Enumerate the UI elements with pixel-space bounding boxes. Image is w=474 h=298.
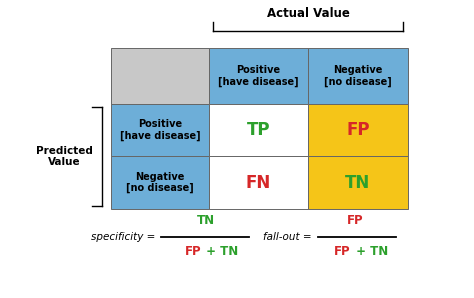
Text: Negative
[no disease]: Negative [no disease] xyxy=(126,172,194,193)
Text: fall-out =: fall-out = xyxy=(264,232,315,242)
Bar xyxy=(209,104,308,156)
Text: Predicted
Value: Predicted Value xyxy=(36,146,92,167)
Bar xyxy=(308,156,408,209)
Text: TP: TP xyxy=(246,121,270,139)
Bar xyxy=(308,104,408,156)
Text: + TN: + TN xyxy=(352,245,388,258)
Text: Actual Value: Actual Value xyxy=(267,7,349,20)
Text: TN: TN xyxy=(197,214,215,227)
Text: Positive
[have disease]: Positive [have disease] xyxy=(119,119,201,141)
Text: TN: TN xyxy=(345,173,371,192)
Text: FP: FP xyxy=(185,245,201,258)
Text: Negative
[no disease]: Negative [no disease] xyxy=(324,65,392,87)
Text: FP: FP xyxy=(334,245,351,258)
Text: specificity =: specificity = xyxy=(91,232,159,242)
Text: FP: FP xyxy=(347,214,364,227)
Bar xyxy=(308,48,408,104)
Text: FN: FN xyxy=(246,173,271,192)
Text: FP: FP xyxy=(346,121,370,139)
Bar xyxy=(111,104,209,156)
Text: Positive
[have disease]: Positive [have disease] xyxy=(218,65,299,87)
Text: + TN: + TN xyxy=(202,245,238,258)
Bar xyxy=(209,48,308,104)
Bar xyxy=(111,156,209,209)
Bar xyxy=(111,48,209,104)
Bar xyxy=(209,156,308,209)
